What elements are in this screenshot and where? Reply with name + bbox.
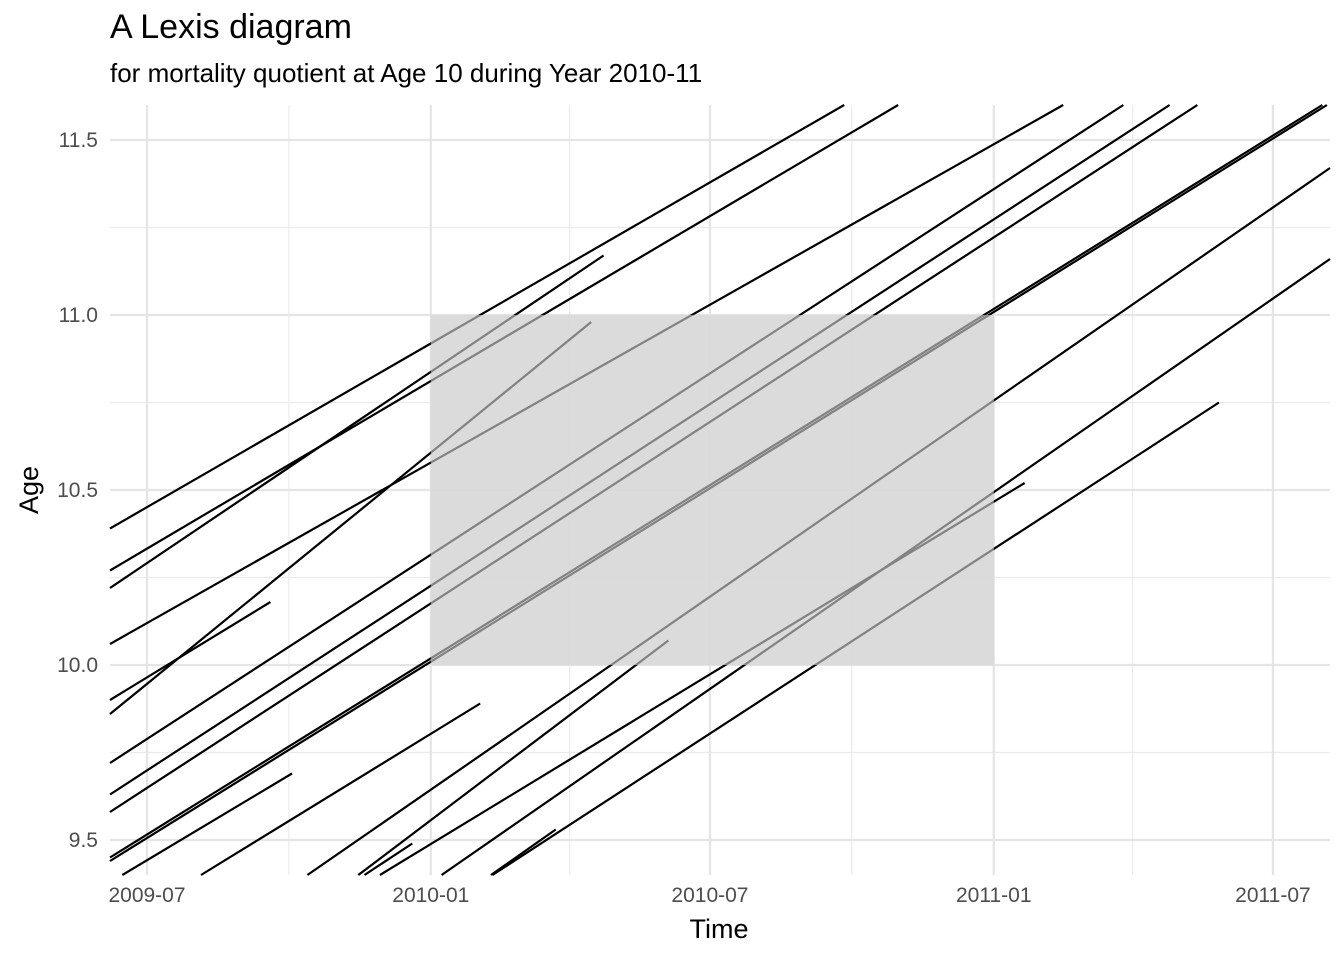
lifeline-16 xyxy=(363,842,413,876)
chart-subtitle: for mortality quotient at Age 10 during … xyxy=(110,58,703,88)
lifeline-12 xyxy=(121,772,293,876)
y-tick-label: 9.5 xyxy=(69,829,98,852)
lifeline-13 xyxy=(200,702,481,876)
lifeline-15 xyxy=(357,639,669,876)
x-tick-label: 2010-07 xyxy=(671,884,748,907)
y-axis-title: Age xyxy=(14,466,44,514)
x-axis-title: Time xyxy=(690,914,749,944)
highlight-region-overlay xyxy=(430,315,994,665)
x-tick-label: 2011-01 xyxy=(956,884,1032,907)
y-tick-label: 10.5 xyxy=(57,479,98,502)
tick-labels-layer: 2009-07 2010-01 2010-07 2011-01 2011-07 9.5 10… xyxy=(57,129,1311,907)
x-tick-label: 2010-01 xyxy=(392,884,469,907)
y-tick-label: 11.5 xyxy=(59,129,98,152)
lifelines-layer xyxy=(109,104,1331,876)
x-tick-label: 2009-07 xyxy=(108,884,185,907)
y-tick-label: 10.0 xyxy=(57,654,98,677)
lifeline-6 xyxy=(109,601,271,701)
lifeline-20 xyxy=(490,828,557,876)
y-tick-label: 11.0 xyxy=(59,304,98,327)
x-tick-label: 2011-07 xyxy=(1235,884,1311,907)
chart-title: A Lexis diagram xyxy=(110,8,352,46)
lifeline-3 xyxy=(109,254,605,589)
